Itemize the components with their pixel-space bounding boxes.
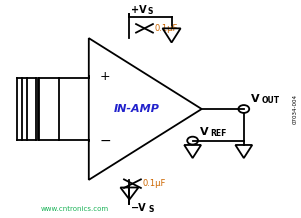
Text: +: + [99,70,110,83]
Text: www.cntronics.com: www.cntronics.com [41,206,109,212]
Text: +V: +V [131,5,147,15]
Text: OUT: OUT [262,96,280,105]
Text: −V: −V [131,203,147,213]
Text: −: − [99,134,111,148]
Text: V: V [251,94,260,104]
Text: IN-AMP: IN-AMP [114,104,160,114]
Text: 0.1μF: 0.1μF [142,179,166,188]
Text: S: S [148,204,154,214]
Text: S: S [147,7,153,16]
Text: 07034-004: 07034-004 [293,94,297,124]
Text: 0.1μF: 0.1μF [154,24,178,33]
Text: REF: REF [211,129,227,138]
Text: V: V [200,127,209,137]
